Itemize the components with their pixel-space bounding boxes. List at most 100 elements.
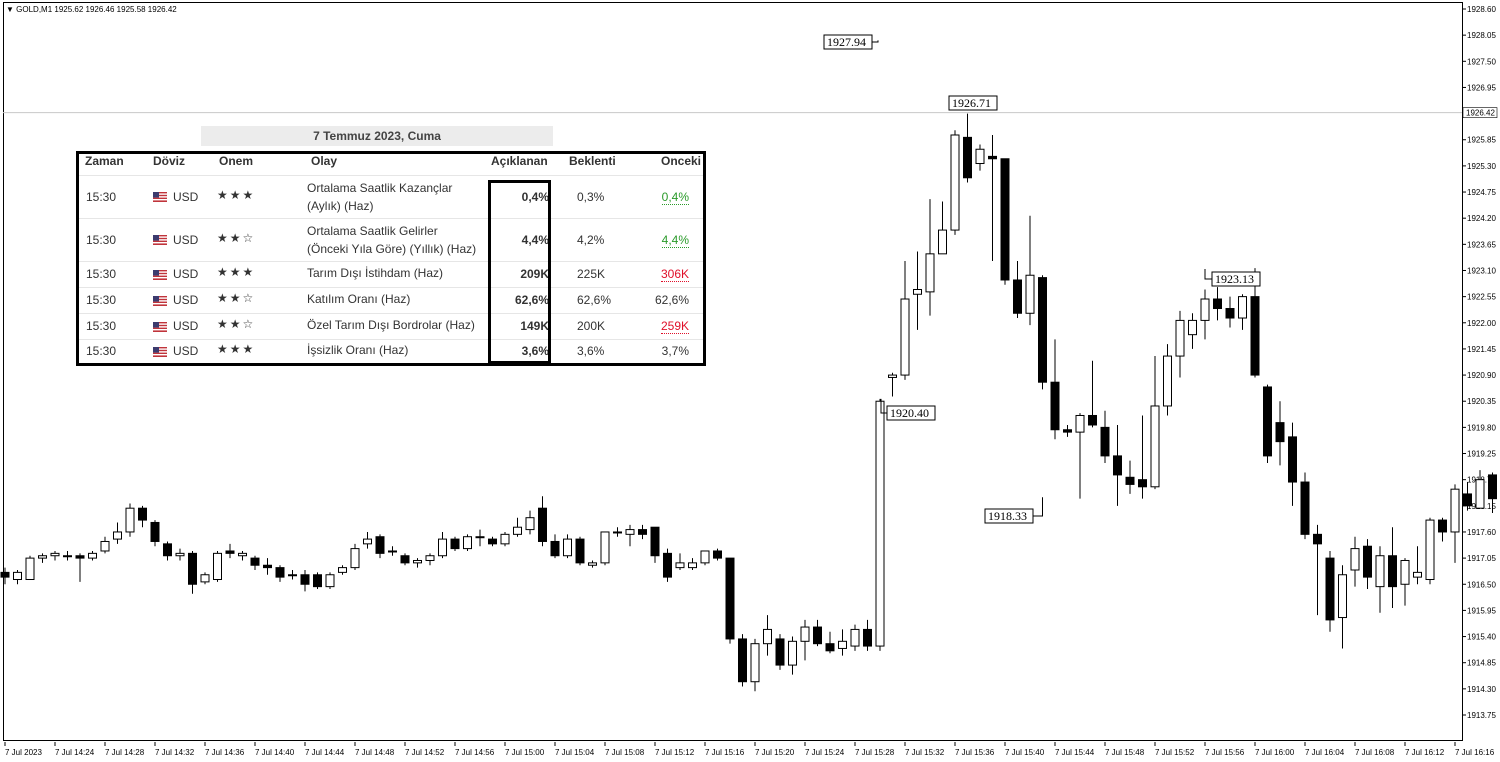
candle-bull xyxy=(413,559,422,564)
row-forecast: 4,2% xyxy=(577,232,605,247)
annotation-connector xyxy=(1204,269,1212,280)
x-tick-label: 7 Jul 15:12 xyxy=(655,748,695,757)
x-tick-label: 7 Jul 15:48 xyxy=(1105,748,1145,757)
calendar-row[interactable]: 15:30 USD ★★☆ Ortalama Saatlik Gelirler (Önc… xyxy=(79,218,703,262)
x-tick-label: 7 Jul 15:16 xyxy=(705,748,745,757)
us-flag-icon xyxy=(153,235,167,246)
symbol-dropdown-icon[interactable]: ▼ xyxy=(6,5,14,14)
x-tick-label: 7 Jul 14:44 xyxy=(305,748,345,757)
candle-bull xyxy=(613,531,622,534)
row-previous: 0,4% xyxy=(661,189,689,205)
candle-bull xyxy=(1425,519,1435,581)
candle-bear xyxy=(638,529,647,535)
candle-bear xyxy=(400,555,410,564)
candle-bear xyxy=(1275,422,1285,443)
annotation-connector xyxy=(1033,497,1043,517)
candle-bull xyxy=(200,574,210,583)
calendar-row[interactable]: 15:30 USD ★★☆ Katılım Oranı (Haz) 62,6% 62,6%… xyxy=(79,287,703,314)
x-tick-label: 7 Jul 15:08 xyxy=(605,748,645,757)
candle-bull xyxy=(1238,296,1247,319)
candle-bear xyxy=(775,638,785,666)
x-tick-label: 7 Jul 15:40 xyxy=(1005,748,1045,757)
candle-bull xyxy=(625,529,635,535)
candle-bear xyxy=(1363,545,1372,578)
x-tick-label: 7 Jul 15:52 xyxy=(1155,748,1195,757)
row-event-line1: Ortalama Saatlik Gelirler xyxy=(307,223,438,238)
calendar-row[interactable]: 15:30 USD ★★★ İşsizlik Oranı (Haz) 3,6% 3,6% 3… xyxy=(79,339,703,364)
candle-bear xyxy=(1325,557,1335,621)
candle-bear xyxy=(650,526,660,557)
importance-stars-icon: ★★☆ xyxy=(217,230,256,245)
candle-bear xyxy=(963,136,972,179)
candle-bear xyxy=(1125,476,1135,485)
header-actual: Açıklanan xyxy=(491,154,548,168)
annotation-connector xyxy=(872,40,879,43)
candle-bear xyxy=(813,626,822,645)
y-tick-label: 1919.25 xyxy=(1467,450,1496,459)
candle-bull xyxy=(938,229,947,255)
x-tick-label: 7 Jul 2023 xyxy=(5,748,42,757)
candle-bear xyxy=(225,550,235,554)
calendar-date-title: 7 Temmuz 2023, Cuma xyxy=(201,126,553,146)
candle-bear xyxy=(1250,296,1260,376)
y-tick-label: 1922.00 xyxy=(1467,319,1496,328)
plot-frame xyxy=(3,2,1463,741)
annotation-box xyxy=(823,34,873,50)
candle-bear xyxy=(1088,414,1097,426)
candle-bull xyxy=(588,562,597,566)
candle-bear xyxy=(263,564,272,569)
calendar-row[interactable]: 15:30 USD ★★☆ Özel Tarım Dışı Bordrolar (Ha… xyxy=(79,313,703,340)
calendar-row[interactable]: 15:30 USD ★★★ Ortalama Saatlik Kazançlar (Ay… xyxy=(79,175,703,219)
row-previous: 306K xyxy=(660,267,689,282)
candle-bear xyxy=(250,557,260,566)
candle-bear xyxy=(825,643,835,652)
candle-bear xyxy=(150,521,160,542)
candle-bear xyxy=(713,550,722,559)
candle-bull xyxy=(88,552,97,559)
row-forecast: 62,6% xyxy=(577,293,612,307)
annotation-box xyxy=(948,95,998,111)
candle-bear xyxy=(988,155,997,160)
y-tick-label: 1914.30 xyxy=(1467,685,1496,694)
y-tick-label: 1925.85 xyxy=(1467,136,1496,145)
y-tick-label: 1917.60 xyxy=(1467,528,1496,537)
y-tick-label: 1925.30 xyxy=(1467,162,1496,171)
candle-bull xyxy=(438,538,447,557)
candle-bull xyxy=(563,538,572,557)
us-flag-icon xyxy=(153,295,167,306)
candle-bull xyxy=(125,507,135,533)
candle-bull xyxy=(513,526,522,535)
candle-bear xyxy=(0,571,10,578)
annotation-connector xyxy=(880,398,887,414)
y-tick-label: 1913.75 xyxy=(1467,711,1496,720)
candle-bull xyxy=(788,640,797,666)
candle-bull xyxy=(350,548,360,569)
candle-bear xyxy=(1138,479,1147,488)
row-previous: 4,4% xyxy=(661,232,689,248)
candle-bear xyxy=(725,557,735,640)
y-tick-label: 1920.90 xyxy=(1467,371,1496,380)
row-event: Katılım Oranı (Haz) xyxy=(307,292,411,306)
candle-bull xyxy=(63,555,72,558)
candle-bull xyxy=(475,536,485,539)
candle-bear xyxy=(163,543,172,557)
x-tick-label: 7 Jul 15:00 xyxy=(505,748,545,757)
candle-bull xyxy=(1025,274,1035,314)
x-tick-label: 7 Jul 15:56 xyxy=(1205,748,1245,757)
row-event-line1: Ortalama Saatlik Kazançlar xyxy=(307,180,453,195)
candle-bull xyxy=(13,571,22,581)
candle-bear xyxy=(1438,519,1447,533)
calendar-row[interactable]: 15:30 USD ★★★ Tarım Dışı İstihdam (Haz) 209K… xyxy=(79,261,703,288)
us-flag-icon xyxy=(153,269,167,280)
row-previous: 3,7% xyxy=(661,344,689,358)
x-tick-label: 7 Jul 15:44 xyxy=(1055,748,1095,757)
row-forecast: 3,6% xyxy=(577,344,605,358)
candle-bear xyxy=(300,574,310,585)
row-forecast: 225K xyxy=(577,267,606,281)
annotation-label: 1918.33 xyxy=(988,509,1027,523)
candle-bull xyxy=(1163,355,1172,407)
candle-bull xyxy=(700,550,710,564)
candle-bull xyxy=(338,567,347,573)
symbol-line: GOLD,M1 1925.62 1926.46 1925.58 1926.42 xyxy=(16,5,177,14)
